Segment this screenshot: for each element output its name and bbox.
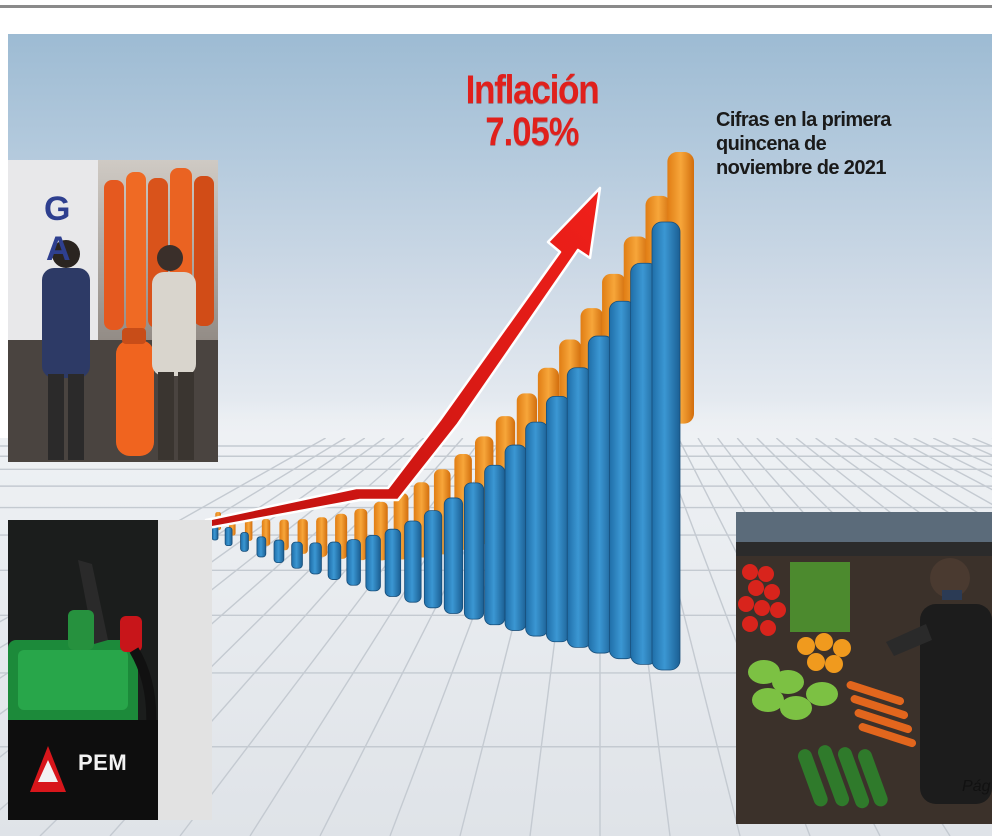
- photo-produce-market: [736, 512, 992, 824]
- blue-bar: [566, 367, 592, 648]
- blue-bar: [309, 542, 322, 575]
- page-reference: Pág: [962, 778, 991, 795]
- blue-bar: [404, 520, 422, 603]
- gas-sign-letter-g: G: [44, 190, 71, 228]
- top-rule: [0, 5, 992, 8]
- floor-line: [0, 438, 326, 623]
- caption: Cifras en la primera quincena de noviemb…: [716, 108, 976, 180]
- photo-fuel-pump: PEM: [8, 520, 212, 820]
- blue-bar: [327, 541, 342, 580]
- blue-bar: [651, 221, 681, 671]
- floor-line: [179, 438, 483, 836]
- pemex-label: PEM: [78, 750, 128, 775]
- blue-bar: [346, 539, 361, 586]
- blue-bar: [365, 534, 381, 592]
- blue-bar: [463, 482, 485, 620]
- blue-bars-group: [211, 221, 681, 671]
- blue-bar: [384, 528, 402, 597]
- blue-bar: [525, 421, 549, 637]
- caption-line-1: Cifras en la primera: [716, 109, 891, 131]
- gas-sign-letter-a: A: [46, 230, 71, 268]
- blue-bar: [545, 395, 570, 643]
- floor-line: [815, 438, 992, 566]
- blue-bar: [504, 444, 527, 631]
- caption-line-3: noviembre de 2021: [716, 157, 886, 179]
- blue-bar: [423, 510, 443, 609]
- blue-bar: [240, 532, 249, 552]
- floor-line: [834, 438, 992, 543]
- blue-bar: [484, 464, 506, 626]
- blue-bar: [224, 527, 233, 547]
- trend-arrow: [204, 186, 602, 530]
- floor-line: [795, 438, 992, 594]
- blue-bar: [291, 541, 303, 569]
- blue-bar: [443, 497, 464, 614]
- headline-value: 7.05%: [485, 110, 579, 154]
- caption-line-2: quincena de: [716, 133, 827, 155]
- blue-bar: [273, 539, 285, 564]
- photo-gas-cylinders: G A: [8, 160, 218, 462]
- headline: Inflación 7.05%: [432, 70, 632, 152]
- floor-line: [775, 438, 992, 629]
- floor-line: [854, 438, 992, 523]
- headline-title: Inflación: [465, 68, 600, 112]
- blue-bar: [256, 536, 267, 558]
